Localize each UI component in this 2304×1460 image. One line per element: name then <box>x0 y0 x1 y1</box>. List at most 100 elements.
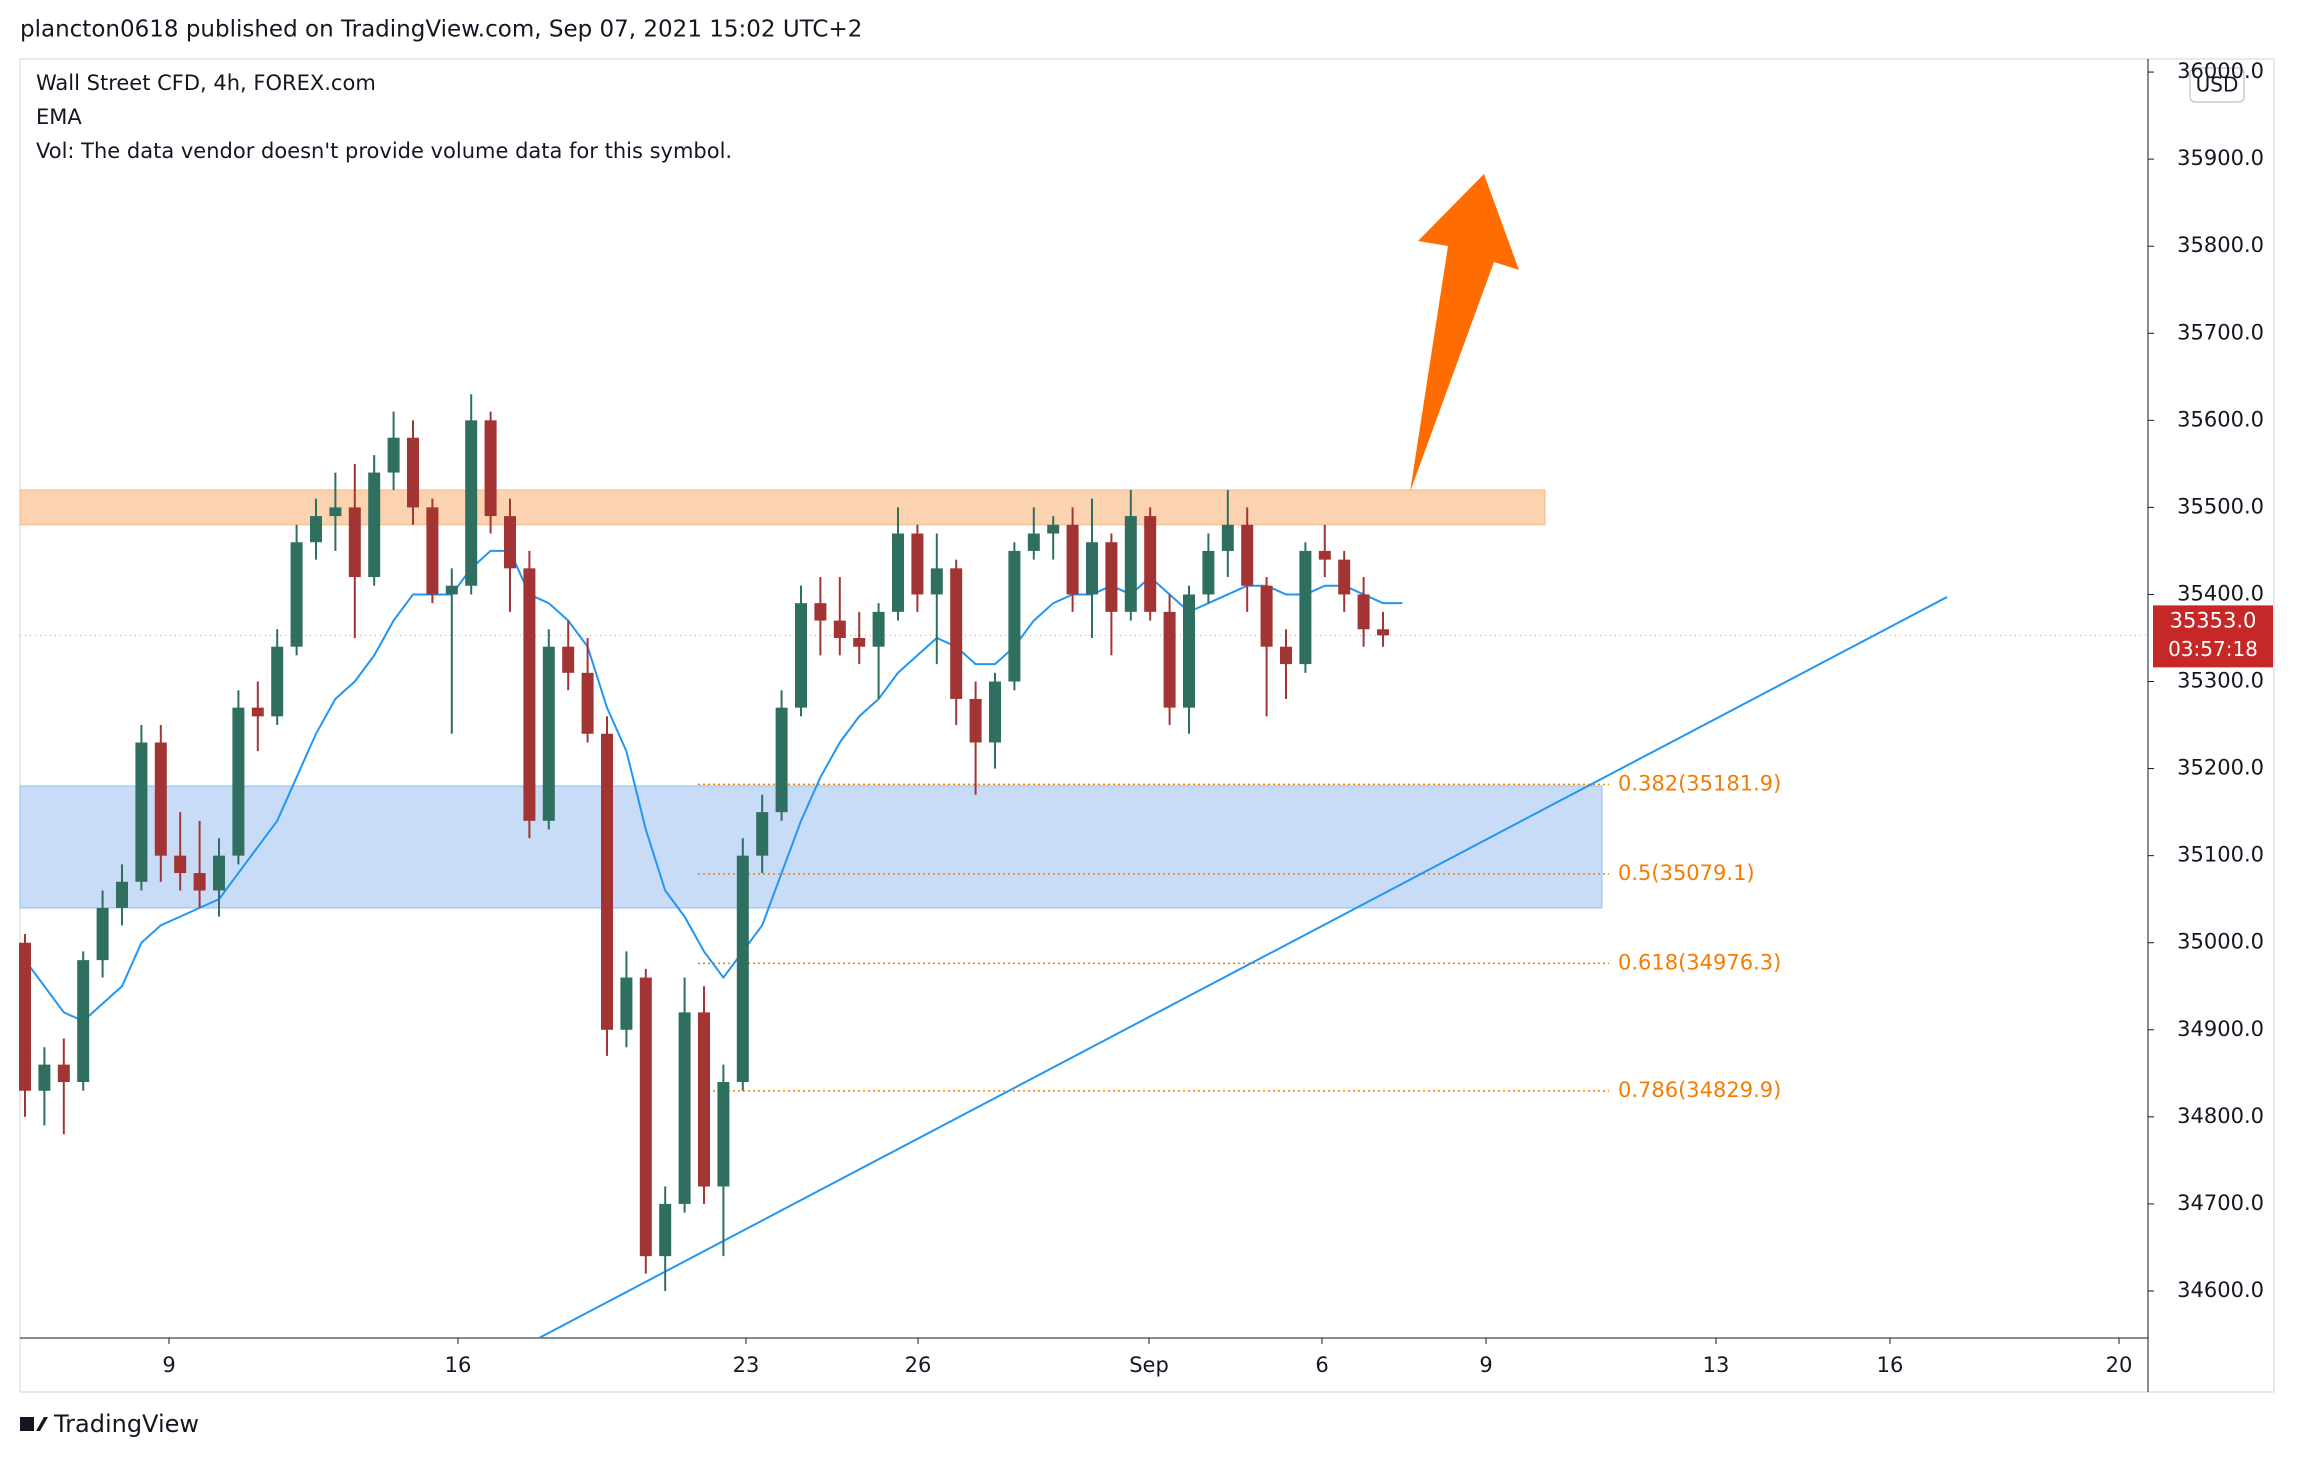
candle-body <box>911 533 924 595</box>
candle-body <box>698 1012 710 1187</box>
candle-body <box>1260 585 1273 647</box>
logo <box>20 1417 48 1431</box>
y-tick-label: 35000.0 <box>2177 930 2264 954</box>
candle-body <box>756 812 769 856</box>
candle-body <box>135 742 148 882</box>
candle-body <box>96 907 109 961</box>
countdown: 03:57:18 <box>2168 637 2258 661</box>
candle-body <box>620 977 633 1030</box>
brand: TradingView <box>53 1410 199 1438</box>
candle-body <box>601 733 613 1030</box>
x-tick-label: 23 <box>733 1353 760 1377</box>
fib-label: 0.618(34976.3) <box>1618 950 1781 974</box>
candle-body <box>271 646 284 717</box>
candle-body <box>1183 594 1195 708</box>
last-price: 35353.0 <box>2170 608 2257 632</box>
resistance-zone <box>19 489 1546 526</box>
x-tick-label: 6 <box>1315 1353 1328 1377</box>
candle-body <box>1163 611 1176 708</box>
candle-body <box>833 620 846 638</box>
candle-body <box>38 1064 51 1091</box>
candle-body <box>892 533 904 612</box>
candle-body <box>465 420 478 586</box>
currency: USD <box>2196 73 2239 97</box>
y-tick-label: 34600.0 <box>2177 1278 2264 1302</box>
candle-body <box>213 855 225 891</box>
y-tick-label: 35400.0 <box>2177 581 2264 605</box>
plot: 0.382(35181.9) 0.5(35079.1) 0.618(34976.3)… <box>19 394 2148 1339</box>
candle-body <box>795 603 807 708</box>
candle-body <box>1338 559 1351 595</box>
candle-body <box>77 960 90 1083</box>
candle-body <box>1047 524 1060 534</box>
symbol-title: Wall Street CFD, 4h, FOREX.com <box>36 71 376 95</box>
y-tick-label: 35500.0 <box>2177 494 2264 518</box>
candle-body <box>523 568 536 821</box>
currency-badge[interactable] <box>2189 67 2245 103</box>
x-tick-label: 20 <box>2106 1353 2133 1377</box>
candle-body <box>368 472 381 578</box>
candle-body <box>814 603 827 621</box>
candle-body <box>329 507 342 517</box>
candle-body <box>310 516 322 543</box>
candle-body <box>930 568 943 595</box>
last-price-box <box>2153 605 2273 668</box>
y-tick-label: 35700.0 <box>2177 320 2264 344</box>
candle-body <box>1377 629 1389 636</box>
candle-body <box>445 585 458 595</box>
candle-body <box>1318 550 1331 560</box>
x-tick-label: 9 <box>162 1353 175 1377</box>
candle-body <box>1086 542 1098 595</box>
candle-body <box>174 855 187 874</box>
y-tick-label: 35800.0 <box>2177 233 2264 257</box>
candle-body <box>969 698 982 743</box>
candle-body <box>1357 594 1370 630</box>
candle-body <box>407 437 419 508</box>
candle-body <box>57 1064 70 1083</box>
candle-body <box>736 855 749 1083</box>
y-tick-label: 34800.0 <box>2177 1104 2264 1128</box>
y-tick-label: 34900.0 <box>2177 1017 2264 1041</box>
candle-body <box>1144 516 1157 612</box>
trendline <box>538 596 1948 1339</box>
candle-body <box>484 420 497 517</box>
candle-body <box>853 637 866 647</box>
candle-body <box>581 672 594 734</box>
candle-body <box>1299 550 1312 665</box>
candle-body <box>717 1082 730 1187</box>
candle-body <box>232 707 245 856</box>
candle-body <box>542 646 555 821</box>
candle-body <box>426 507 439 595</box>
candle-body <box>989 681 1001 743</box>
candle-body <box>1202 550 1215 595</box>
arrow <box>1410 174 1519 492</box>
candle-body <box>19 942 31 1091</box>
volume-note: Vol: The data vendor doesn't provide vol… <box>36 139 732 163</box>
x-tick-label: 13 <box>1703 1353 1730 1377</box>
candle-body <box>1124 516 1137 612</box>
y-tick-label: 35900.0 <box>2177 146 2264 170</box>
fib-label: 0.382(35181.9) <box>1618 771 1781 795</box>
x-tick-label: 26 <box>905 1353 932 1377</box>
publisher-line: plancton0618 published on TradingView.co… <box>20 17 862 43</box>
fib-label: 0.5(35079.1) <box>1618 861 1755 885</box>
x-tick-label: Sep <box>1129 1353 1169 1377</box>
candle-body <box>1241 524 1254 586</box>
y-tick-label: 36000.0 <box>2177 59 2264 83</box>
y-tick-label: 35100.0 <box>2177 843 2264 867</box>
x-tick-label: 16 <box>445 1353 472 1377</box>
candle-body <box>639 977 652 1257</box>
candle-body <box>659 1203 672 1257</box>
candle-body <box>387 437 400 473</box>
candle-body <box>562 646 575 673</box>
candle-body <box>872 611 885 647</box>
indicator-name: EMA <box>36 105 82 129</box>
y-tick-label: 35300.0 <box>2177 669 2264 693</box>
candle-body <box>504 516 516 569</box>
y-tick-label: 35200.0 <box>2177 756 2264 780</box>
x-tick-label: 9 <box>1479 1353 1492 1377</box>
candle-body <box>1105 542 1118 612</box>
candle-body <box>1027 533 1040 551</box>
candle-body <box>348 507 361 578</box>
